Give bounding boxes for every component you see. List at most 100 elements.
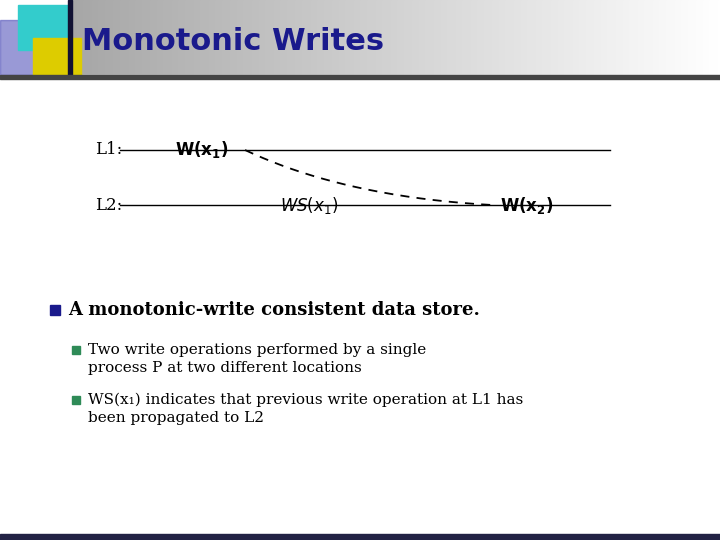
Bar [480, 0, 482, 75]
Bar [250, 0, 253, 75]
Bar [289, 0, 292, 75]
Bar [200, 0, 203, 75]
Bar [544, 0, 548, 75]
Bar [364, 0, 368, 75]
Bar [612, 0, 615, 75]
Bar [679, 0, 682, 75]
Bar [559, 0, 563, 75]
Bar [705, 0, 708, 75]
Bar [583, 0, 587, 75]
Text: $\mathbf{W(x_1)}$: $\mathbf{W(x_1)}$ [175, 139, 228, 160]
Bar [512, 0, 516, 75]
Bar [317, 0, 320, 75]
Bar [50, 305, 60, 315]
Bar [351, 0, 355, 75]
Bar [434, 0, 437, 75]
Bar [542, 0, 546, 75]
Bar [451, 0, 454, 75]
Bar [287, 0, 290, 75]
Bar [621, 0, 624, 75]
Bar [98, 0, 102, 75]
Bar [376, 0, 379, 75]
Bar [655, 0, 658, 75]
Bar [372, 0, 374, 75]
Bar [499, 0, 502, 75]
Bar [179, 0, 181, 75]
Bar [192, 0, 194, 75]
Bar [332, 0, 336, 75]
Text: process P at two different locations: process P at two different locations [88, 361, 361, 375]
Bar [138, 0, 140, 75]
Bar [627, 0, 630, 75]
Bar [126, 0, 130, 75]
Bar [142, 0, 145, 75]
Bar [551, 0, 554, 75]
Bar [91, 0, 95, 75]
Bar [107, 0, 110, 75]
Bar [300, 0, 303, 75]
Text: Monotonic Writes: Monotonic Writes [82, 28, 384, 57]
Bar [638, 0, 641, 75]
Bar [76, 0, 80, 75]
Bar [217, 0, 220, 75]
Bar [291, 0, 294, 75]
Bar [458, 0, 461, 75]
Bar [274, 0, 276, 75]
Bar [211, 0, 214, 75]
Bar [608, 0, 611, 75]
Bar [163, 0, 166, 75]
Bar [181, 0, 184, 75]
Bar [718, 0, 720, 75]
Bar [263, 0, 266, 75]
Bar [484, 0, 487, 75]
Bar [328, 0, 331, 75]
Bar [410, 0, 413, 75]
Bar [153, 0, 156, 75]
Bar [590, 0, 593, 75]
Bar [698, 0, 701, 75]
Bar [360, 0, 364, 75]
Bar [443, 0, 446, 75]
Bar [557, 0, 561, 75]
Bar [460, 0, 463, 75]
Bar [488, 0, 491, 75]
Bar [564, 0, 567, 75]
Bar [310, 0, 314, 75]
Bar [132, 0, 136, 75]
Bar [115, 0, 119, 75]
Text: $WS(x_1)$: $WS(x_1)$ [280, 194, 338, 215]
Bar [369, 0, 372, 75]
Bar [432, 0, 435, 75]
Bar [516, 0, 520, 75]
Bar [198, 0, 201, 75]
Bar [400, 0, 402, 75]
Bar [462, 0, 465, 75]
Bar [497, 0, 500, 75]
Bar [675, 0, 678, 75]
Bar [623, 0, 626, 75]
Bar [527, 0, 531, 75]
Bar [536, 0, 539, 75]
Bar [406, 0, 409, 75]
Bar [341, 0, 344, 75]
Bar [430, 0, 433, 75]
Bar [382, 0, 385, 75]
Bar [261, 0, 264, 75]
Bar [531, 0, 535, 75]
Bar [696, 0, 699, 75]
Bar [243, 0, 246, 75]
Bar [226, 0, 229, 75]
Bar [644, 0, 647, 75]
Bar [185, 0, 188, 75]
Bar [572, 0, 576, 75]
Bar [475, 0, 478, 75]
Bar [436, 0, 439, 75]
Bar [85, 0, 89, 75]
Bar [402, 0, 405, 75]
Bar [194, 0, 197, 75]
Bar [568, 0, 572, 75]
Bar [265, 0, 268, 75]
Bar [349, 0, 353, 75]
Bar [618, 0, 621, 75]
Bar [130, 0, 134, 75]
